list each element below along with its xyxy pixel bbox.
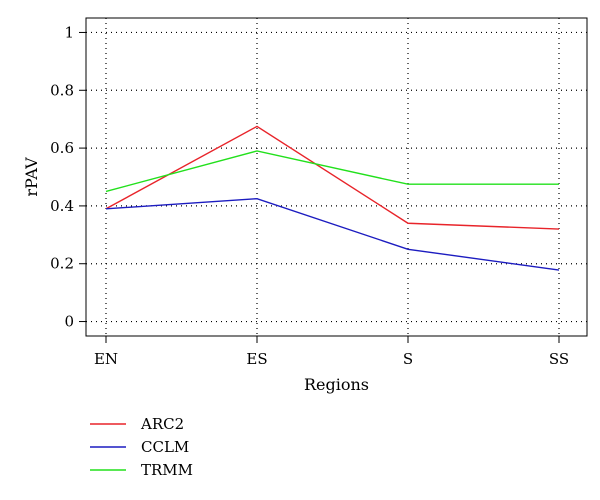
series-line-cclm [105,197,560,271]
x-tick-label: ES [246,350,267,368]
legend-label-trmm: TRMM [141,461,193,479]
y-tick-label: 0 [64,313,74,331]
series-layer [105,125,560,271]
y-tick-label: 0.4 [50,197,74,215]
x-tick-label: EN [94,350,118,368]
grid-lines [86,18,587,336]
x-axis: EN ES S SS [94,336,569,368]
y-tick-label: 0.2 [50,255,74,273]
series-line-arc2 [105,125,560,230]
legend: ARC2 CCLM TRMM [90,415,193,479]
x-tick-label: SS [549,350,569,368]
plot-frame [85,17,588,337]
y-axis: 0 0.2 0.4 0.6 0.8 1 [50,23,86,331]
legend-label-arc2: ARC2 [140,415,184,433]
y-axis-label: rPAV [22,157,41,197]
x-tick-label: S [403,350,413,368]
y-tick-label: 1 [64,23,74,41]
x-axis-label: Regions [304,375,369,394]
y-tick-label: 0.6 [50,139,74,157]
legend-label-cclm: CCLM [141,438,189,456]
y-tick-label: 0.8 [50,81,74,99]
series-line-trmm [105,150,559,193]
